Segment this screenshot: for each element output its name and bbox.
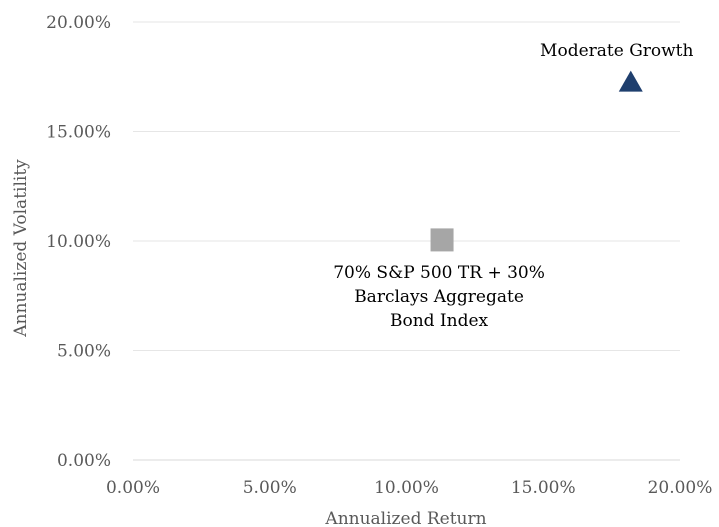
point-label: 70% S&P 500 TR + 30% [333,263,545,283]
y-tick-label: 10.00% [46,232,111,252]
y-tick-label: 0.00% [57,451,111,471]
point-label: Moderate Growth [540,41,693,61]
point-marker-triangle [618,70,643,92]
x-tick-label: 0.00% [106,478,160,498]
x-axis-title: Annualized Return [324,509,486,527]
x-tick-label: 5.00% [243,478,297,498]
y-tick-label: 5.00% [57,342,111,362]
x-tick-label: 15.00% [511,478,576,498]
point-label: Barclays Aggregate [354,287,524,307]
x-axis-ticks: 0.00% 5.00% 10.00% 15.00% 20.00% [106,478,712,498]
x-tick-label: 20.00% [648,478,713,498]
data-points [430,70,643,252]
y-axis-ticks: 0.00% 5.00% 10.00% 15.00% 20.00% [46,13,111,471]
point-labels: 70% S&P 500 TR + 30% Barclays Aggregate Bo… [333,41,693,331]
point-label: Bond Index [390,311,489,331]
x-tick-label: 10.00% [374,478,439,498]
y-axis-title: Annualized Volatility [11,159,31,338]
y-tick-label: 20.00% [46,13,111,33]
y-tick-label: 15.00% [46,123,111,143]
gridlines [133,21,680,461]
point-marker-square [430,228,454,252]
